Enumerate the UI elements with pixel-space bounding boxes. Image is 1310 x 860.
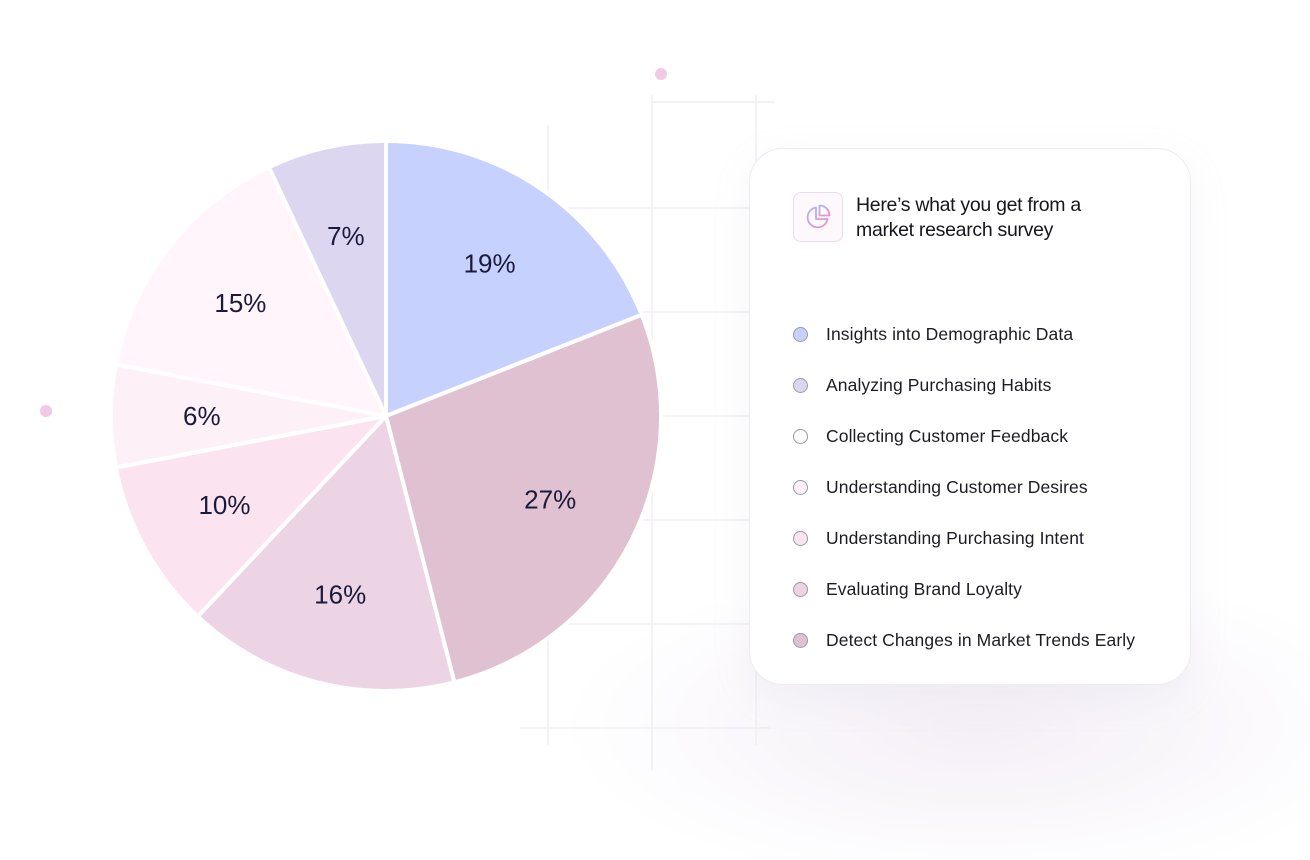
legend-item: Detect Changes in Market Trends Early <box>793 615 1135 666</box>
slice-label: 6% <box>183 401 221 431</box>
slice-label: 27% <box>524 485 576 515</box>
legend-card: Here’s what you get from a market resear… <box>749 148 1191 685</box>
slice-label: 7% <box>327 221 365 251</box>
legend-swatch <box>793 633 808 648</box>
legend-item: Understanding Purchasing Intent <box>793 513 1135 564</box>
pie-slice <box>384 312 663 685</box>
pie-slice <box>266 139 388 418</box>
legend-item: Collecting Customer Feedback <box>793 411 1135 462</box>
legend-swatch <box>793 531 808 546</box>
card-title-line: market research survey <box>856 219 1054 241</box>
slice-label: 10% <box>198 490 250 520</box>
legend-label: Evaluating Brand Loyalty <box>826 579 1022 599</box>
legend-label: Insights into Demographic Data <box>826 324 1074 344</box>
legend-label: Understanding Purchasing Intent <box>826 528 1084 548</box>
legend-item: Analyzing Purchasing Habits <box>793 360 1135 411</box>
legend-swatch <box>793 429 808 444</box>
legend-swatch <box>793 327 808 342</box>
pie-slice <box>113 414 388 619</box>
decorative-dot <box>655 68 667 80</box>
legend-swatch <box>793 378 808 393</box>
slice-label: 19% <box>464 249 516 279</box>
pie-slice <box>384 139 644 418</box>
slice-label: 16% <box>314 580 366 610</box>
pie-slice <box>113 165 388 418</box>
legend-swatch <box>793 582 808 597</box>
legend-item: Understanding Customer Desires <box>793 462 1135 513</box>
pie-chart: 19% 27% 16% 10% 6% 15% 7% <box>108 139 663 693</box>
legend-label: Analyzing Purchasing Habits <box>826 375 1052 395</box>
pie-slice <box>195 414 457 693</box>
pie-chart-icon <box>793 192 843 242</box>
chart-legend: Insights into Demographic Data Analyzing … <box>793 309 1135 666</box>
legend-label: Collecting Customer Feedback <box>826 426 1069 446</box>
legend-swatch <box>793 480 808 495</box>
legend-item: Evaluating Brand Loyalty <box>793 564 1135 615</box>
card-title: Here’s what you get from a market resear… <box>856 193 1176 243</box>
legend-label: Detect Changes in Market Trends Early <box>826 630 1136 650</box>
slice-label: 15% <box>214 288 266 318</box>
legend-label: Understanding Customer Desires <box>826 477 1088 497</box>
card-title-line: Here’s what you get from a <box>856 194 1081 216</box>
legend-item: Insights into Demographic Data <box>793 309 1135 360</box>
decorative-dot <box>40 405 52 417</box>
